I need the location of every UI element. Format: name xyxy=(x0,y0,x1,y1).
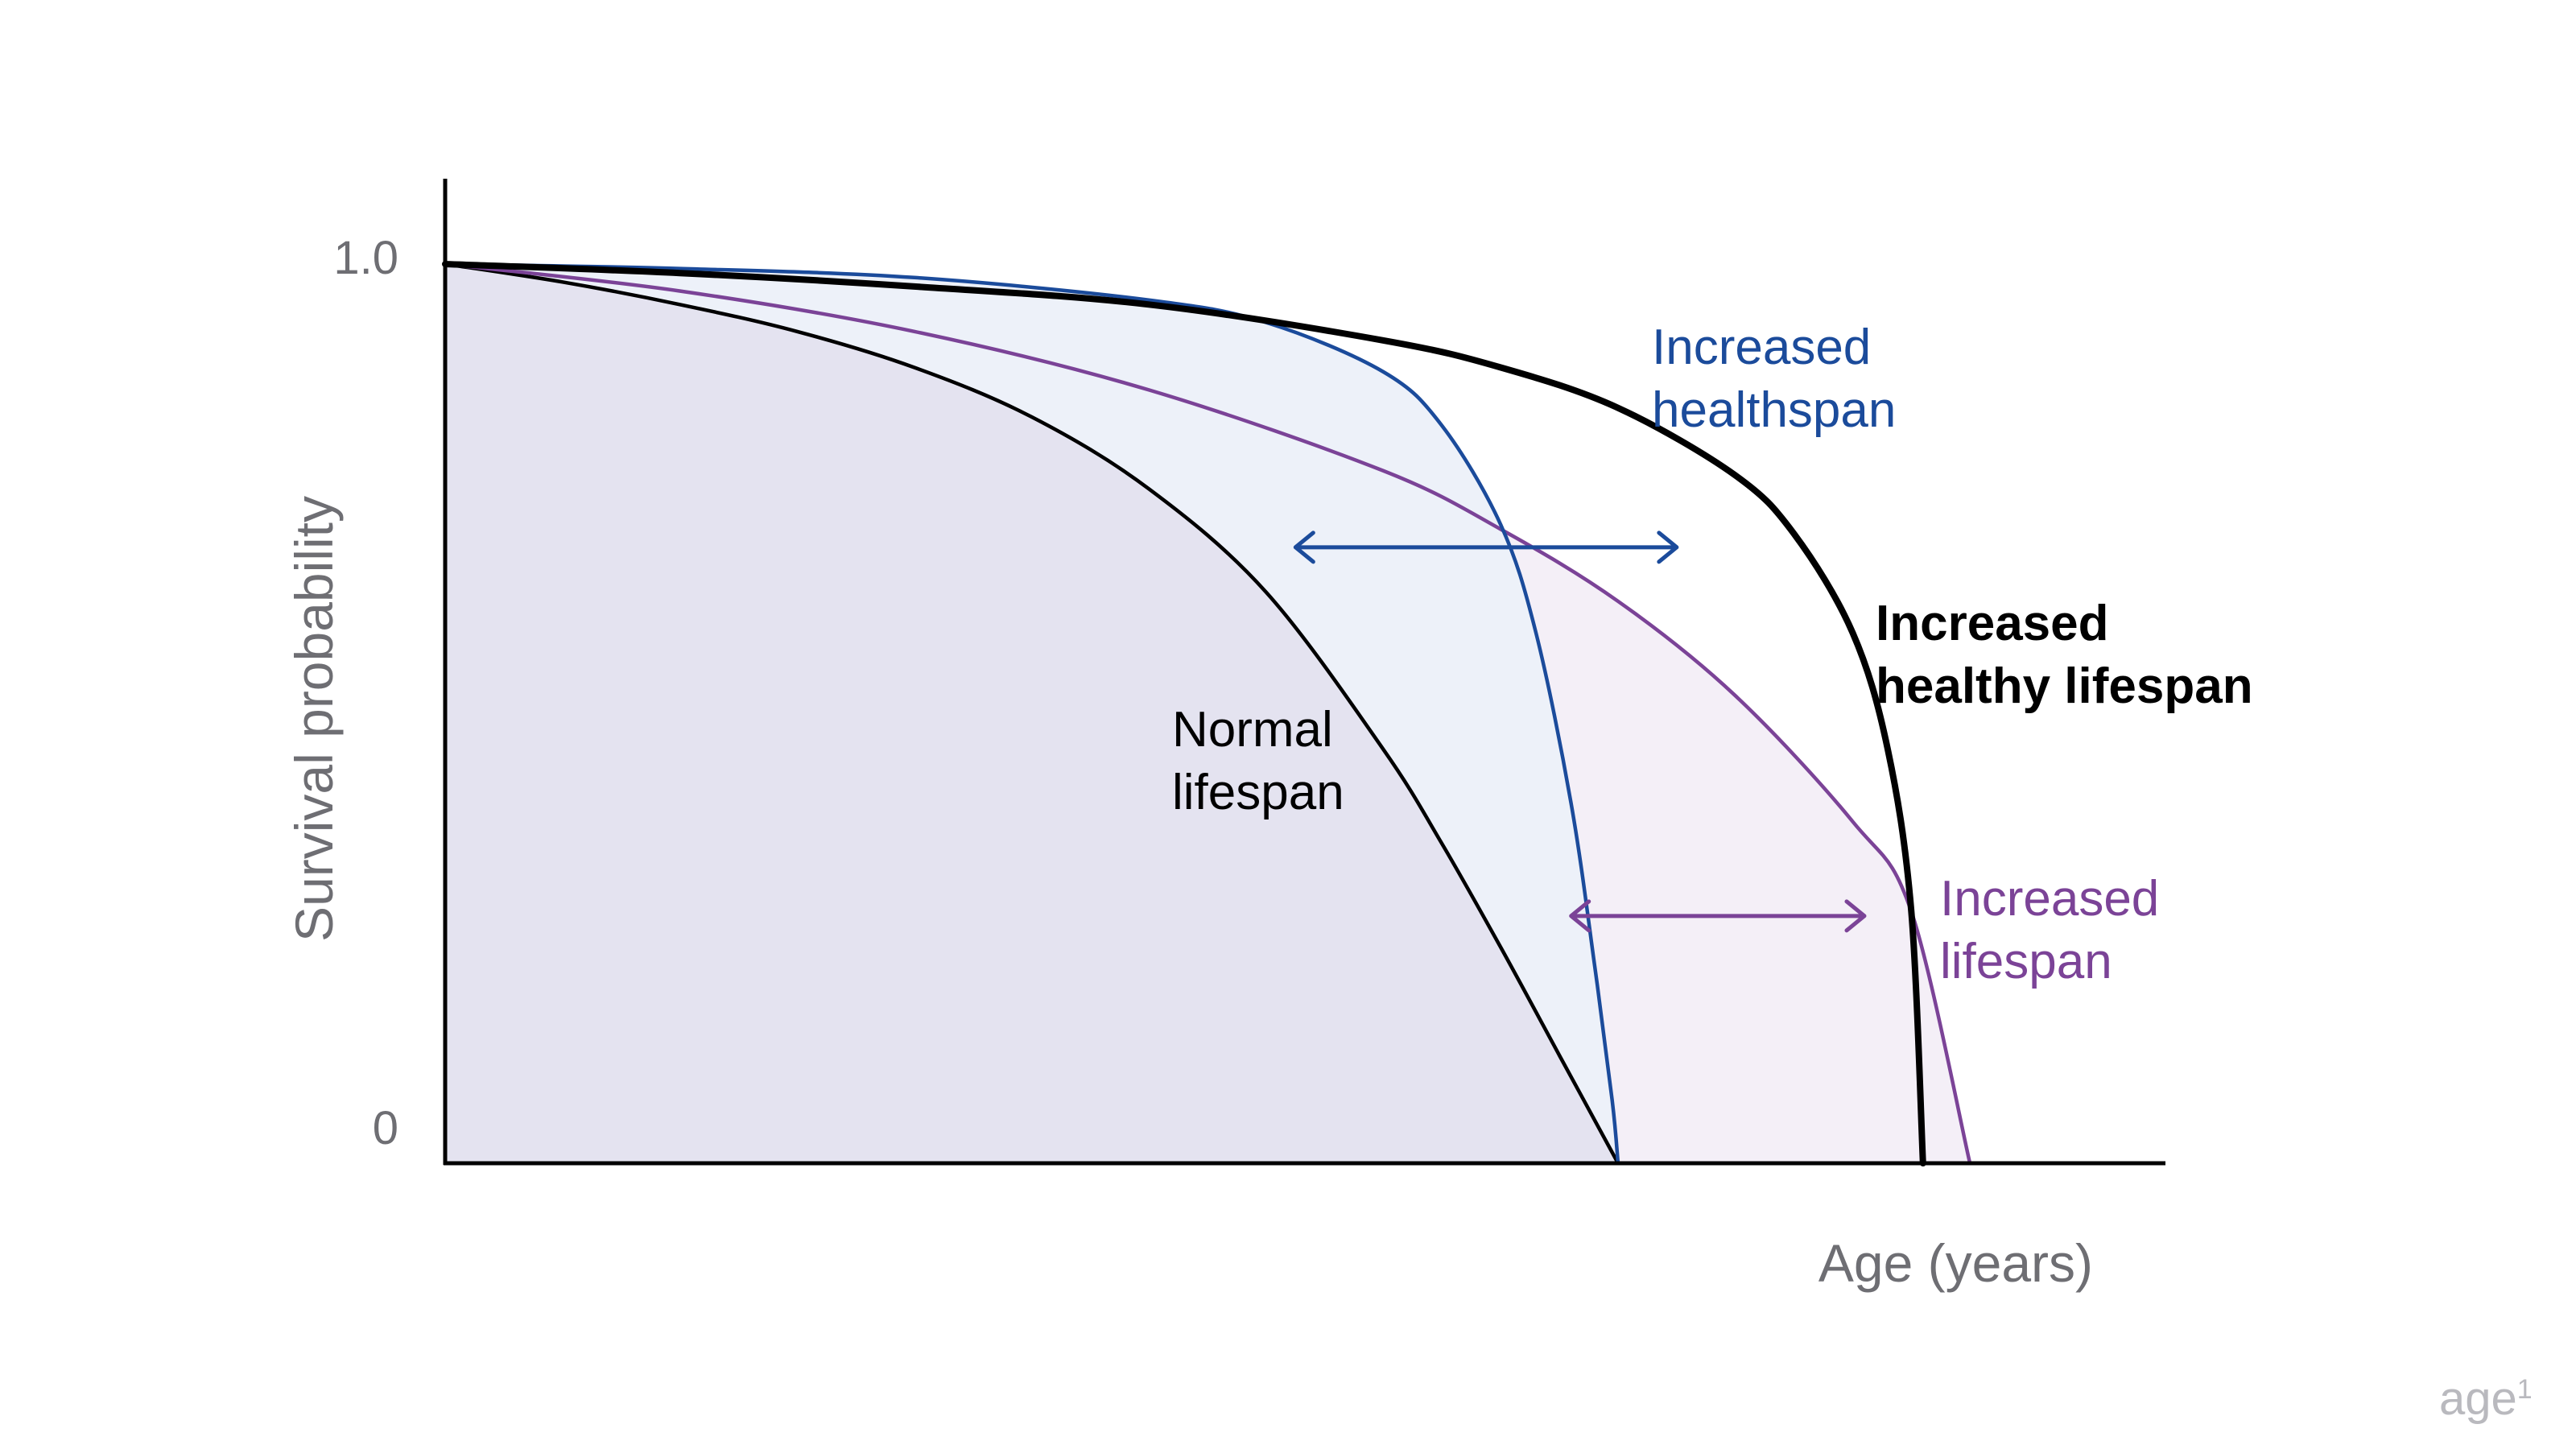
annotation-healthspan-line-2: healthspan xyxy=(1652,382,1896,438)
annotation-healthy-lifespan-line-1: Increased xyxy=(1876,596,2109,651)
annotation-lifespan-line-1: Increased xyxy=(1940,871,2159,927)
series-line-lifespan xyxy=(443,262,1972,1166)
annotation-normal-lifespan: Normal lifespan xyxy=(1172,702,1347,820)
area-fill-normal xyxy=(445,264,1618,1163)
healthspan-arrow-path xyxy=(1293,530,1679,564)
annotation-lifespan-line-2: lifespan xyxy=(1940,934,2112,989)
x-axis-label: Age (years) xyxy=(1818,1233,2093,1293)
series-lines xyxy=(442,261,1972,1166)
series-line-healthy-lifespan xyxy=(442,261,1926,1166)
y-tick-label-top: 1.0 xyxy=(333,232,398,284)
brand-superscript: 1 xyxy=(2517,1374,2533,1405)
healthspan-arrow xyxy=(1293,530,1679,564)
series-line-normal xyxy=(443,262,1620,1166)
annotation-increased-lifespan: Increased lifespan xyxy=(1940,871,2174,989)
y-tick-label-bottom: 0 xyxy=(373,1102,398,1154)
annotation-increased-healthy-lifespan: Increased healthy lifespan xyxy=(1876,596,2253,714)
annotation-healthy-lifespan-line-2: healthy lifespan xyxy=(1876,658,2253,714)
brand-logo: age1 xyxy=(2439,1373,2533,1425)
annotation-increased-healthspan: Increased healthspan xyxy=(1652,320,1896,438)
y-axis-label: Survival probability xyxy=(284,496,344,942)
annotation-healthspan-line-1: Increased xyxy=(1652,320,1871,375)
area-fills xyxy=(445,264,1971,1163)
annotation-normal-line-2: lifespan xyxy=(1172,765,1344,820)
lifespan-arrow xyxy=(1569,899,1867,933)
lifespan-arrow-path xyxy=(1569,899,1867,933)
annotation-normal-line-1: Normal xyxy=(1172,702,1333,758)
brand-text: age xyxy=(2439,1373,2517,1425)
span-arrows xyxy=(1293,530,1867,933)
